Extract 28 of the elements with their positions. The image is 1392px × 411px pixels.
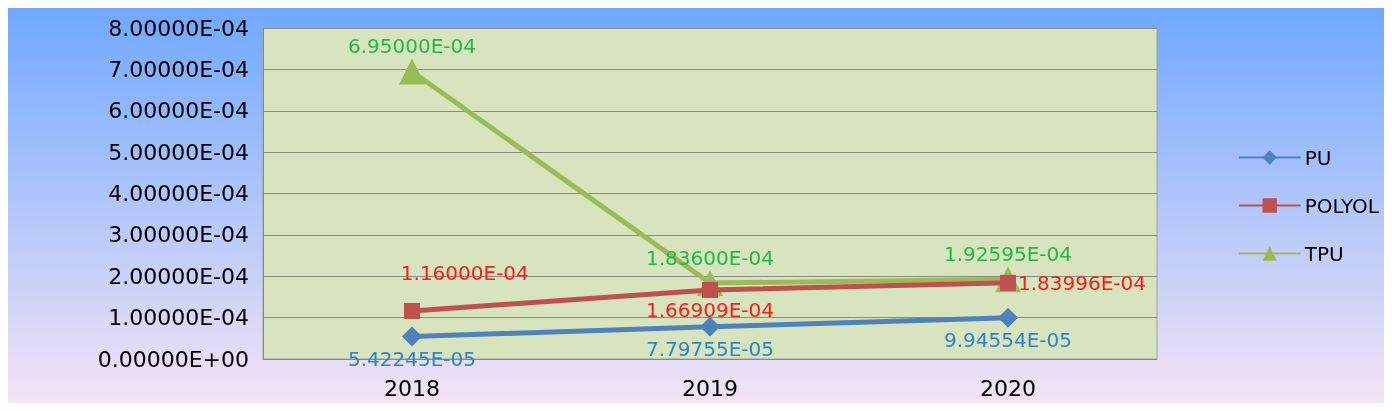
y-tick-label: 5.00000E-04: [108, 139, 249, 165]
data-label: 1.83996E-04: [1018, 270, 1147, 295]
y-tick-label: 1.00000E-04: [108, 305, 249, 331]
point: [998, 307, 1018, 328]
data-label: 5.42245E-05: [347, 346, 477, 371]
x-tick-label: 2018: [384, 375, 440, 401]
y-tick-label: 8.00000E-04: [108, 15, 249, 41]
y-tick-label: 3.00000E-04: [108, 222, 249, 248]
data-label: 9.94554E-05: [943, 327, 1073, 352]
y-tick-label: 6.00000E-04: [108, 98, 249, 124]
y-tick-label: 0.00000E+00: [97, 346, 249, 372]
data-label: 1.16000E-04: [400, 261, 529, 286]
data-label: 1.92595E-04: [943, 242, 1073, 267]
data-label: 6.95000E-04: [347, 34, 477, 59]
legend-label: POLYOL: [1304, 193, 1380, 218]
legend-label: PU: [1304, 145, 1332, 170]
data-label: 1.66909E-04: [645, 297, 775, 322]
y-tick-label: 2.00000E-04: [108, 263, 249, 289]
data-label: 7.79755E-05: [645, 336, 775, 361]
point: [399, 58, 425, 85]
point: [700, 316, 720, 337]
legend-label: TPU: [1303, 241, 1344, 266]
x-tick-label: 2020: [980, 375, 1036, 401]
y-tick-label: 7.00000E-04: [108, 56, 249, 82]
x-tick-label: 2019: [682, 375, 738, 401]
point: [402, 326, 422, 347]
y-tick-label: 4.00000E-04: [108, 181, 249, 206]
point: [404, 303, 420, 320]
